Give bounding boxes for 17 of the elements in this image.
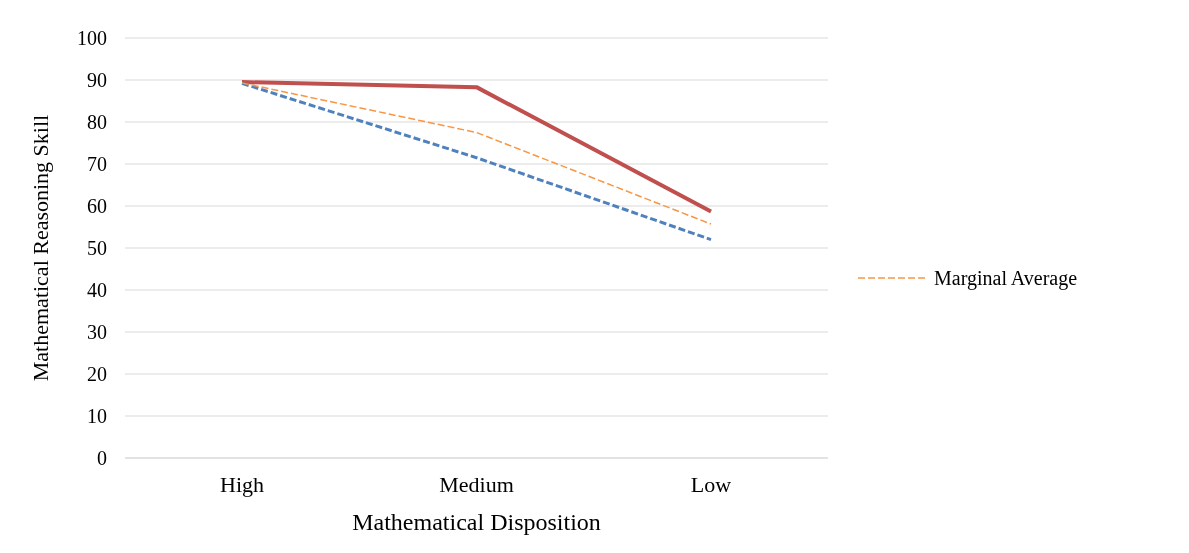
x-tick-label: Low [690,471,732,497]
y-tick-label: 70 [87,153,107,176]
x-tick-label: High [220,471,264,497]
x-axis-title: Mathematical Disposition [352,509,601,535]
y-tick-label: 20 [87,363,107,386]
y-axis-title: Mathematical Reasoning Skill [27,114,53,382]
y-tick-label: 60 [87,195,107,218]
y-tick-label: 40 [87,279,107,302]
y-tick-label: 100 [77,27,107,50]
y-tick-label: 80 [87,111,107,134]
y-tick-label: 10 [87,405,107,428]
y-tick-label: 90 [87,69,107,92]
legend-label: Marginal Average [934,266,1078,290]
y-tick-label: 30 [87,321,107,344]
y-tick-label: 0 [97,447,107,470]
y-tick-label: 50 [87,237,107,260]
x-tick-label: Medium [439,471,514,497]
